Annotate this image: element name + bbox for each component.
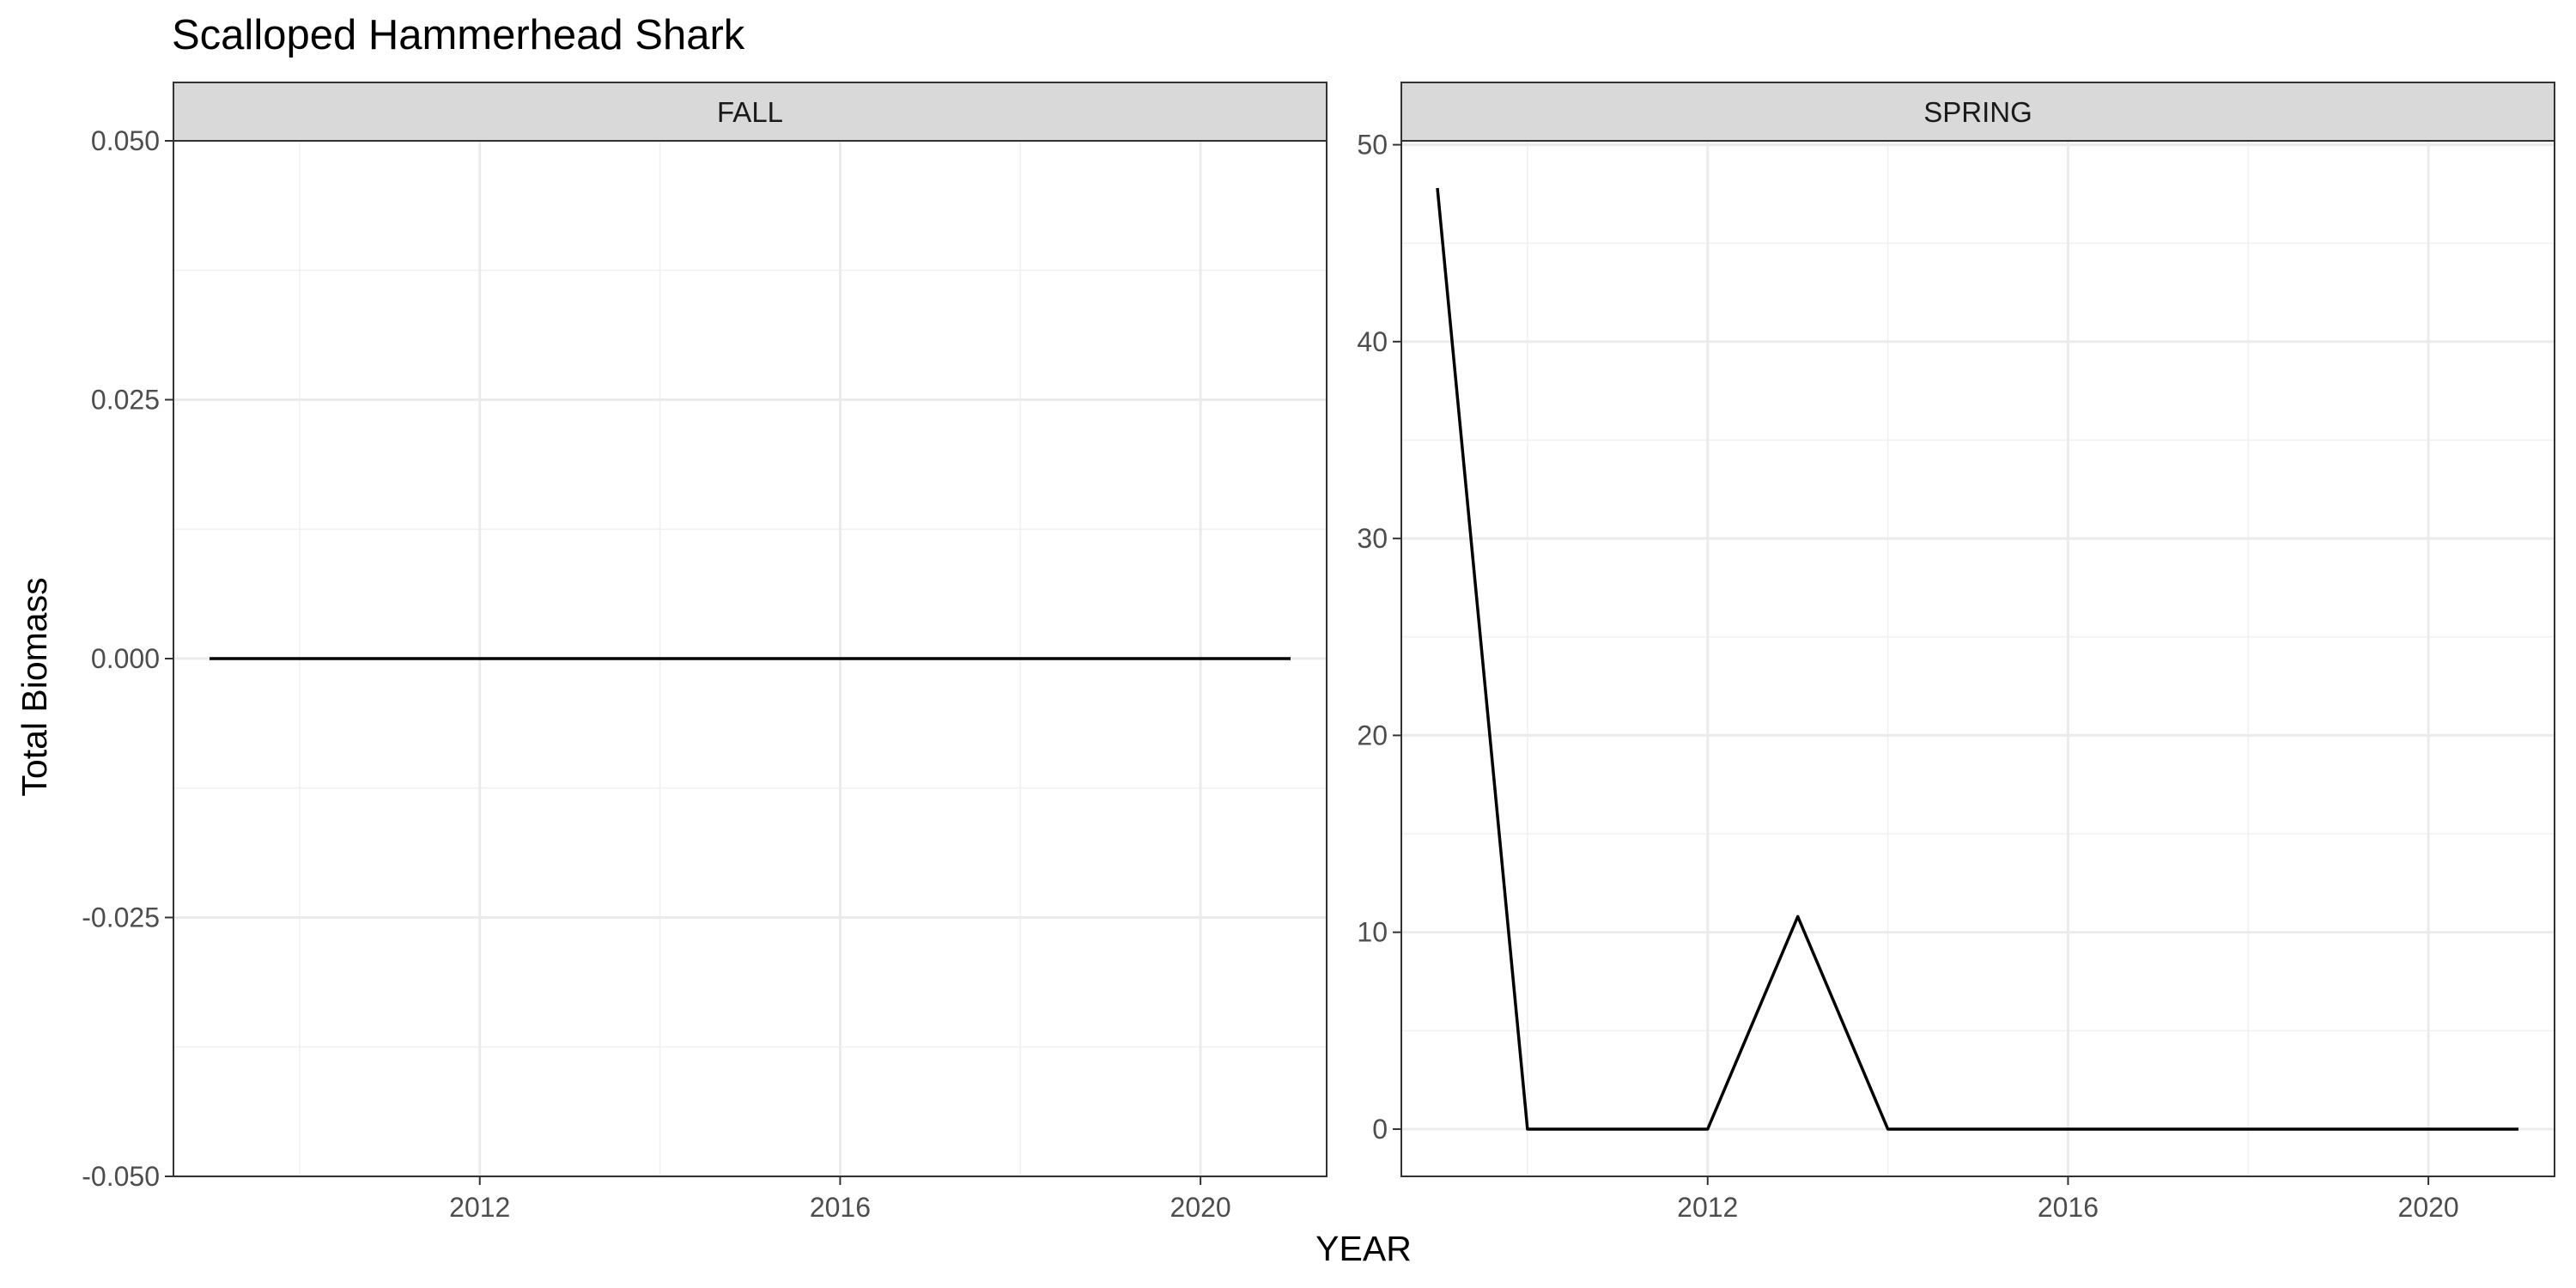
x-tick-label: 2020 <box>1170 1192 1231 1223</box>
plot-background <box>1401 141 2555 1176</box>
strip-background <box>173 82 1327 142</box>
x-axis-label: YEAR <box>1315 1229 1412 1268</box>
series-line <box>1436 187 2518 1131</box>
chart-title: Scalloped Hammerhead Shark <box>172 12 745 58</box>
y-tick-label: -0.050 <box>82 1161 160 1192</box>
x-tick-label: 2016 <box>2038 1192 2099 1223</box>
y-tick-label: 10 <box>1357 917 1388 948</box>
y-tick-label: 0 <box>1372 1114 1388 1145</box>
strip-label-spring: SPRING <box>1923 96 2032 128</box>
facet-panels: FALL -0.050 -0.025 0.000 0.025 0.050 2012 2016 2… <box>82 82 2555 1223</box>
x-tick-label: 2016 <box>810 1192 871 1223</box>
panel-fall: FALL -0.050 -0.025 0.000 0.025 0.050 2012 2016 2… <box>82 82 1327 1223</box>
y-tick-label: 0.050 <box>91 125 160 156</box>
y-axis-label: Total Biomass <box>15 577 54 796</box>
y-tick-label: 20 <box>1357 720 1388 750</box>
y-tick-label: -0.025 <box>82 902 160 933</box>
x-tick-label: 2012 <box>1677 1192 1738 1223</box>
y-tick-label: 30 <box>1357 523 1388 554</box>
y-tick-label: 50 <box>1357 130 1388 161</box>
y-tick-label: 0.025 <box>91 385 160 416</box>
x-tick-label: 2020 <box>2398 1192 2459 1223</box>
strip-background <box>1400 82 2555 142</box>
y-tick-label: 40 <box>1357 326 1388 357</box>
y-tick-label: 0.000 <box>91 643 160 674</box>
x-tick-label: 2012 <box>449 1192 510 1223</box>
strip-label-fall: FALL <box>717 96 783 128</box>
panel-spring: SPRING 0 10 20 30 40 50 2012 2016 2020 <box>1357 82 2555 1223</box>
